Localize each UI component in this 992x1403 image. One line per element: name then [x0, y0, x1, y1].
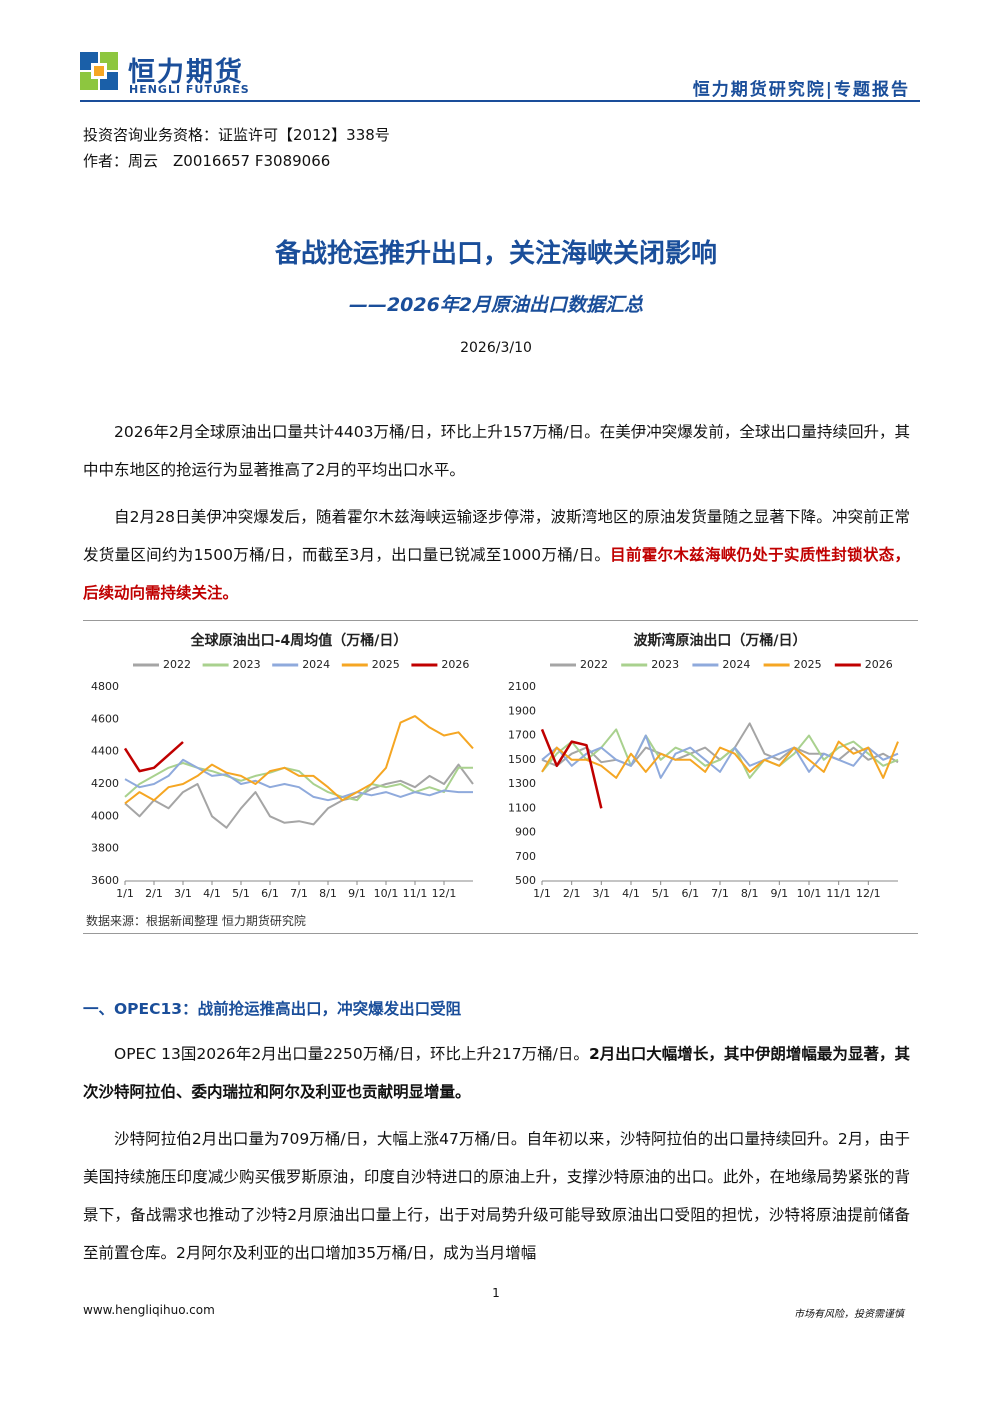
logo-en: HENGLI FUTURES [129, 83, 250, 96]
legend-label: 2024 [722, 658, 750, 671]
rule [83, 620, 918, 621]
chart-title: 波斯湾原油出口（万桶/日） [633, 632, 806, 649]
x-tick-label: 12/1 [432, 887, 457, 900]
y-tick-label: 4000 [91, 809, 119, 822]
x-tick-label: 9/1 [348, 887, 366, 900]
rule [83, 933, 918, 934]
legend-label: 2026 [441, 658, 469, 671]
chart-source: 数据来源：根据新闻整理 恒力期货研究院 [86, 914, 306, 928]
series-line [540, 728, 603, 809]
series-line [124, 715, 474, 805]
license: 投资咨询业务资格：证监许可【2012】338号 [83, 126, 390, 144]
series-line [123, 741, 184, 773]
text: OPEC 13国2026年2月出口量2250万桶/日，环比上升217万桶/日。 [114, 1045, 589, 1063]
footer-disclaimer: 市场有风险，投资需谨慎 [794, 1309, 904, 1320]
y-tick-label: 1300 [508, 777, 536, 790]
x-tick-label: 11/1 [826, 887, 851, 900]
logo-icon [80, 52, 118, 90]
x-tick-label: 4/1 [622, 887, 640, 900]
paragraph: 自2月28日美伊冲突爆发后，随着霍尔木兹海峡运输逐步停滞，波斯湾地区的原油发货量… [83, 498, 910, 612]
y-tick-label: 3800 [91, 842, 119, 855]
y-tick-label: 2100 [508, 680, 536, 693]
x-tick-label: 6/1 [681, 887, 699, 900]
legend-label: 2023 [651, 658, 679, 671]
legend-label: 2022 [580, 658, 608, 671]
x-tick-label: 5/1 [652, 887, 670, 900]
bold-text: 2月出口大幅增长，其中伊朗增幅最为显著，其次沙特阿拉伯、委内瑞拉和阿尔及利亚也贡… [83, 1045, 910, 1101]
paragraph: 2026年2月全球原油出口量共计4403万桶/日，环比上升157万桶/日。在美伊… [83, 413, 910, 489]
footer-url: www.hengliqihuo.com [83, 1303, 215, 1317]
subtitle: ——2026年2月原油出口数据汇总 [348, 294, 644, 316]
y-tick-label: 700 [515, 850, 536, 863]
x-tick-label: 8/1 [741, 887, 759, 900]
y-tick-label: 900 [515, 826, 536, 839]
y-tick-label: 4200 [91, 777, 119, 790]
highlight-text: 目前霍尔木兹海峡仍处于实质性封锁状态，后续动向需持续关注。 [83, 546, 910, 602]
chart: 全球原油出口-4周均值（万桶/日） 3600 3800 4000 4200 4400 460… [91, 632, 474, 900]
series-line [124, 763, 474, 829]
y-tick-label: 1500 [508, 753, 536, 766]
y-tick-label: 1900 [508, 704, 536, 717]
series-line [124, 758, 473, 802]
header-rule [80, 100, 920, 102]
x-tick-label: 7/1 [290, 887, 308, 900]
x-tick-label: 4/1 [203, 887, 221, 900]
paragraph: OPEC 13国2026年2月出口量2250万桶/日，环比上升217万桶/日。2… [83, 1035, 910, 1111]
legend-label: 2022 [163, 658, 191, 671]
page-number: 1 [492, 1286, 500, 1300]
header-right: 恒力期货研究院|专题报告 [692, 80, 910, 100]
x-tick-label: 1/1 [533, 887, 551, 900]
legend-label: 2023 [233, 658, 261, 671]
chart: 波斯湾原油出口（万桶/日） 500 700 900 1100 1300 1500 1700 19… [508, 632, 899, 900]
logo-cn: 恒力期货 [128, 57, 244, 88]
y-tick-label: 1700 [508, 729, 536, 742]
legend-label: 2025 [372, 658, 400, 671]
y-tick-label: 4600 [91, 712, 119, 725]
x-tick-label: 3/1 [592, 887, 610, 900]
x-tick-label: 11/1 [403, 887, 428, 900]
x-tick-label: 1/1 [116, 887, 134, 900]
x-tick-label: 12/1 [856, 887, 881, 900]
section-heading: 一、OPEC13：战前抢运推高出口，冲突爆发出口受阻 [83, 1000, 462, 1018]
text: 2026年2月全球原油出口量共计4403万桶/日，环比上升157万桶/日。在美伊… [83, 423, 910, 479]
y-tick-label: 3600 [91, 874, 119, 887]
x-tick-label: 6/1 [261, 887, 279, 900]
author: 作者：周云 Z0016657 F3089066 [83, 152, 331, 170]
y-tick-label: 4400 [91, 745, 119, 758]
series-line [541, 734, 899, 779]
legend-label: 2025 [794, 658, 822, 671]
x-tick-label: 9/1 [770, 887, 788, 900]
title: 备战抢运推升出口，关注海峡关闭影响 [274, 239, 717, 269]
legend-label: 2026 [865, 658, 893, 671]
legend-label: 2024 [302, 658, 330, 671]
x-tick-label: 7/1 [711, 887, 729, 900]
x-tick-label: 10/1 [797, 887, 822, 900]
x-tick-label: 2/1 [145, 887, 163, 900]
x-tick-label: 8/1 [319, 887, 337, 900]
y-tick-label: 500 [515, 874, 536, 887]
date: 2026/3/10 [460, 340, 532, 356]
y-tick-label: 1100 [508, 801, 536, 814]
x-tick-label: 10/1 [374, 887, 399, 900]
paragraph: 沙特阿拉伯2月出口量为709万桶/日，大幅上涨47万桶/日。自年初以来，沙特阿拉… [83, 1120, 910, 1274]
text: 自2月28日美伊冲突爆发后，随着霍尔木兹海峡运输逐步停滞，波斯湾地区的原油发货量… [83, 508, 910, 564]
x-tick-label: 3/1 [174, 887, 192, 900]
text: 沙特阿拉伯2月出口量为709万桶/日，大幅上涨47万桶/日。自年初以来，沙特阿拉… [83, 1130, 910, 1262]
chart-title: 全球原油出口-4周均值（万桶/日） [190, 632, 408, 649]
x-tick-label: 2/1 [563, 887, 581, 900]
series-line [541, 740, 899, 779]
x-tick-label: 5/1 [232, 887, 250, 900]
y-tick-label: 4800 [91, 680, 119, 693]
